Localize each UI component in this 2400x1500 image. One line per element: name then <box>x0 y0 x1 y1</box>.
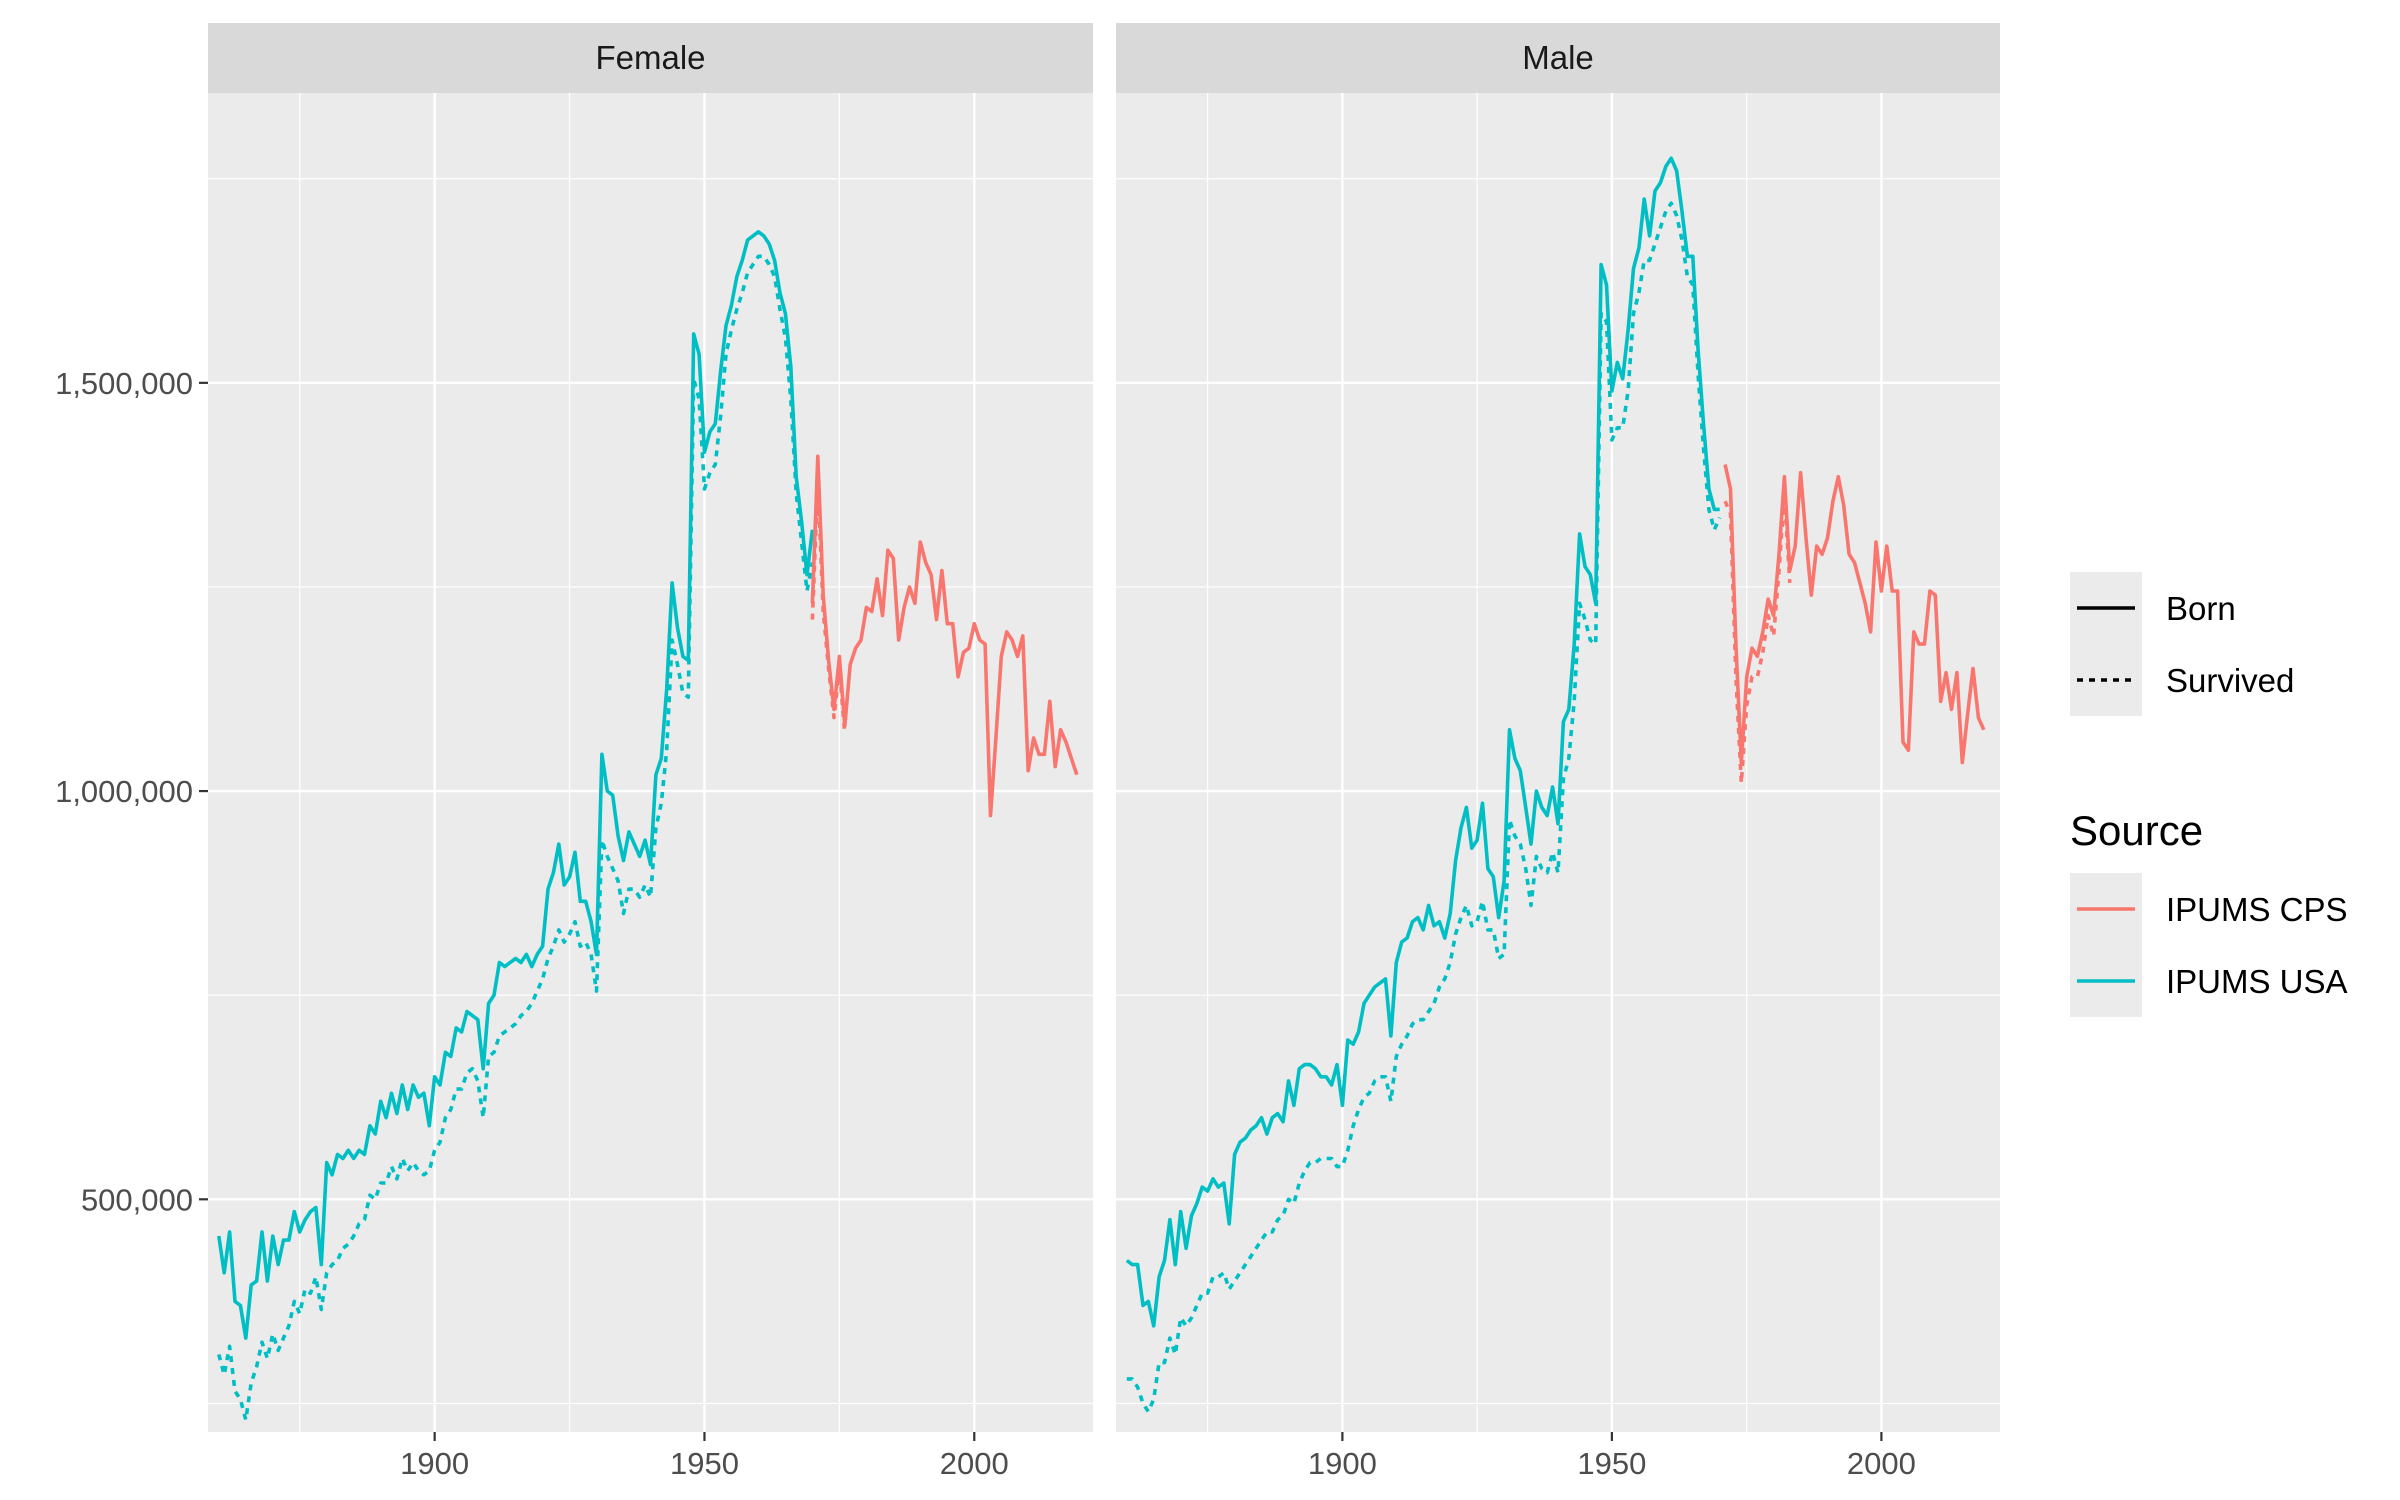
panel-female: Female 1900 1950 2000 500,000 1,000,000 1,500,… <box>55 23 1093 1481</box>
series-female-ipums-cps-born <box>810 454 1079 818</box>
facet-label-female: Female <box>595 39 705 76</box>
facet-strip-male <box>1116 23 2000 93</box>
series-female-ipums-cps-survived <box>810 478 847 735</box>
panel-background-female <box>208 93 1093 1432</box>
legend-label-ipums-cps: IPUMS CPS <box>2166 891 2348 928</box>
series-male-ipums-usa-born <box>1125 156 1720 1328</box>
series-male-ipums-cps-born <box>1723 464 1986 765</box>
legend-source: Source IPUMS CPS IPUMS USA <box>2070 807 2348 1017</box>
legend-linetype: Born Survived <box>2070 572 2294 716</box>
x-tick-label: 1900 <box>1308 1446 1377 1481</box>
panel-background-male <box>1116 93 2000 1432</box>
legend-title: Source <box>2070 807 2203 854</box>
panel-male: Male 1900 1950 2000 <box>1116 23 2000 1481</box>
series-female-ipums-usa-born <box>217 230 815 1340</box>
legend-label-ipums-usa: IPUMS USA <box>2166 963 2348 1000</box>
series-male-ipums-usa-survived <box>1126 201 1722 1414</box>
x-tick-label: 2000 <box>940 1446 1009 1481</box>
legend: Born Survived Source IPUMS CPS IPUMS USA <box>2070 572 2348 1017</box>
y-tick-label: 1,500,000 <box>55 366 193 401</box>
facet-label-male: Male <box>1522 39 1594 76</box>
legend-label-survived: Survived <box>2166 662 2294 699</box>
series-female-ipums-usa-survived <box>217 254 815 1422</box>
series-male-ipums-cps-survived <box>1723 491 1792 785</box>
x-tick-label: 1900 <box>400 1446 469 1481</box>
facet-strip-female <box>208 23 1093 93</box>
y-tick-label: 500,000 <box>81 1182 193 1217</box>
x-tick-label: 1950 <box>670 1446 739 1481</box>
x-tick-label: 1950 <box>1577 1446 1646 1481</box>
y-tick-label: 1,000,000 <box>55 774 193 809</box>
legend-label-born: Born <box>2166 590 2236 627</box>
x-tick-label: 2000 <box>1847 1446 1916 1481</box>
